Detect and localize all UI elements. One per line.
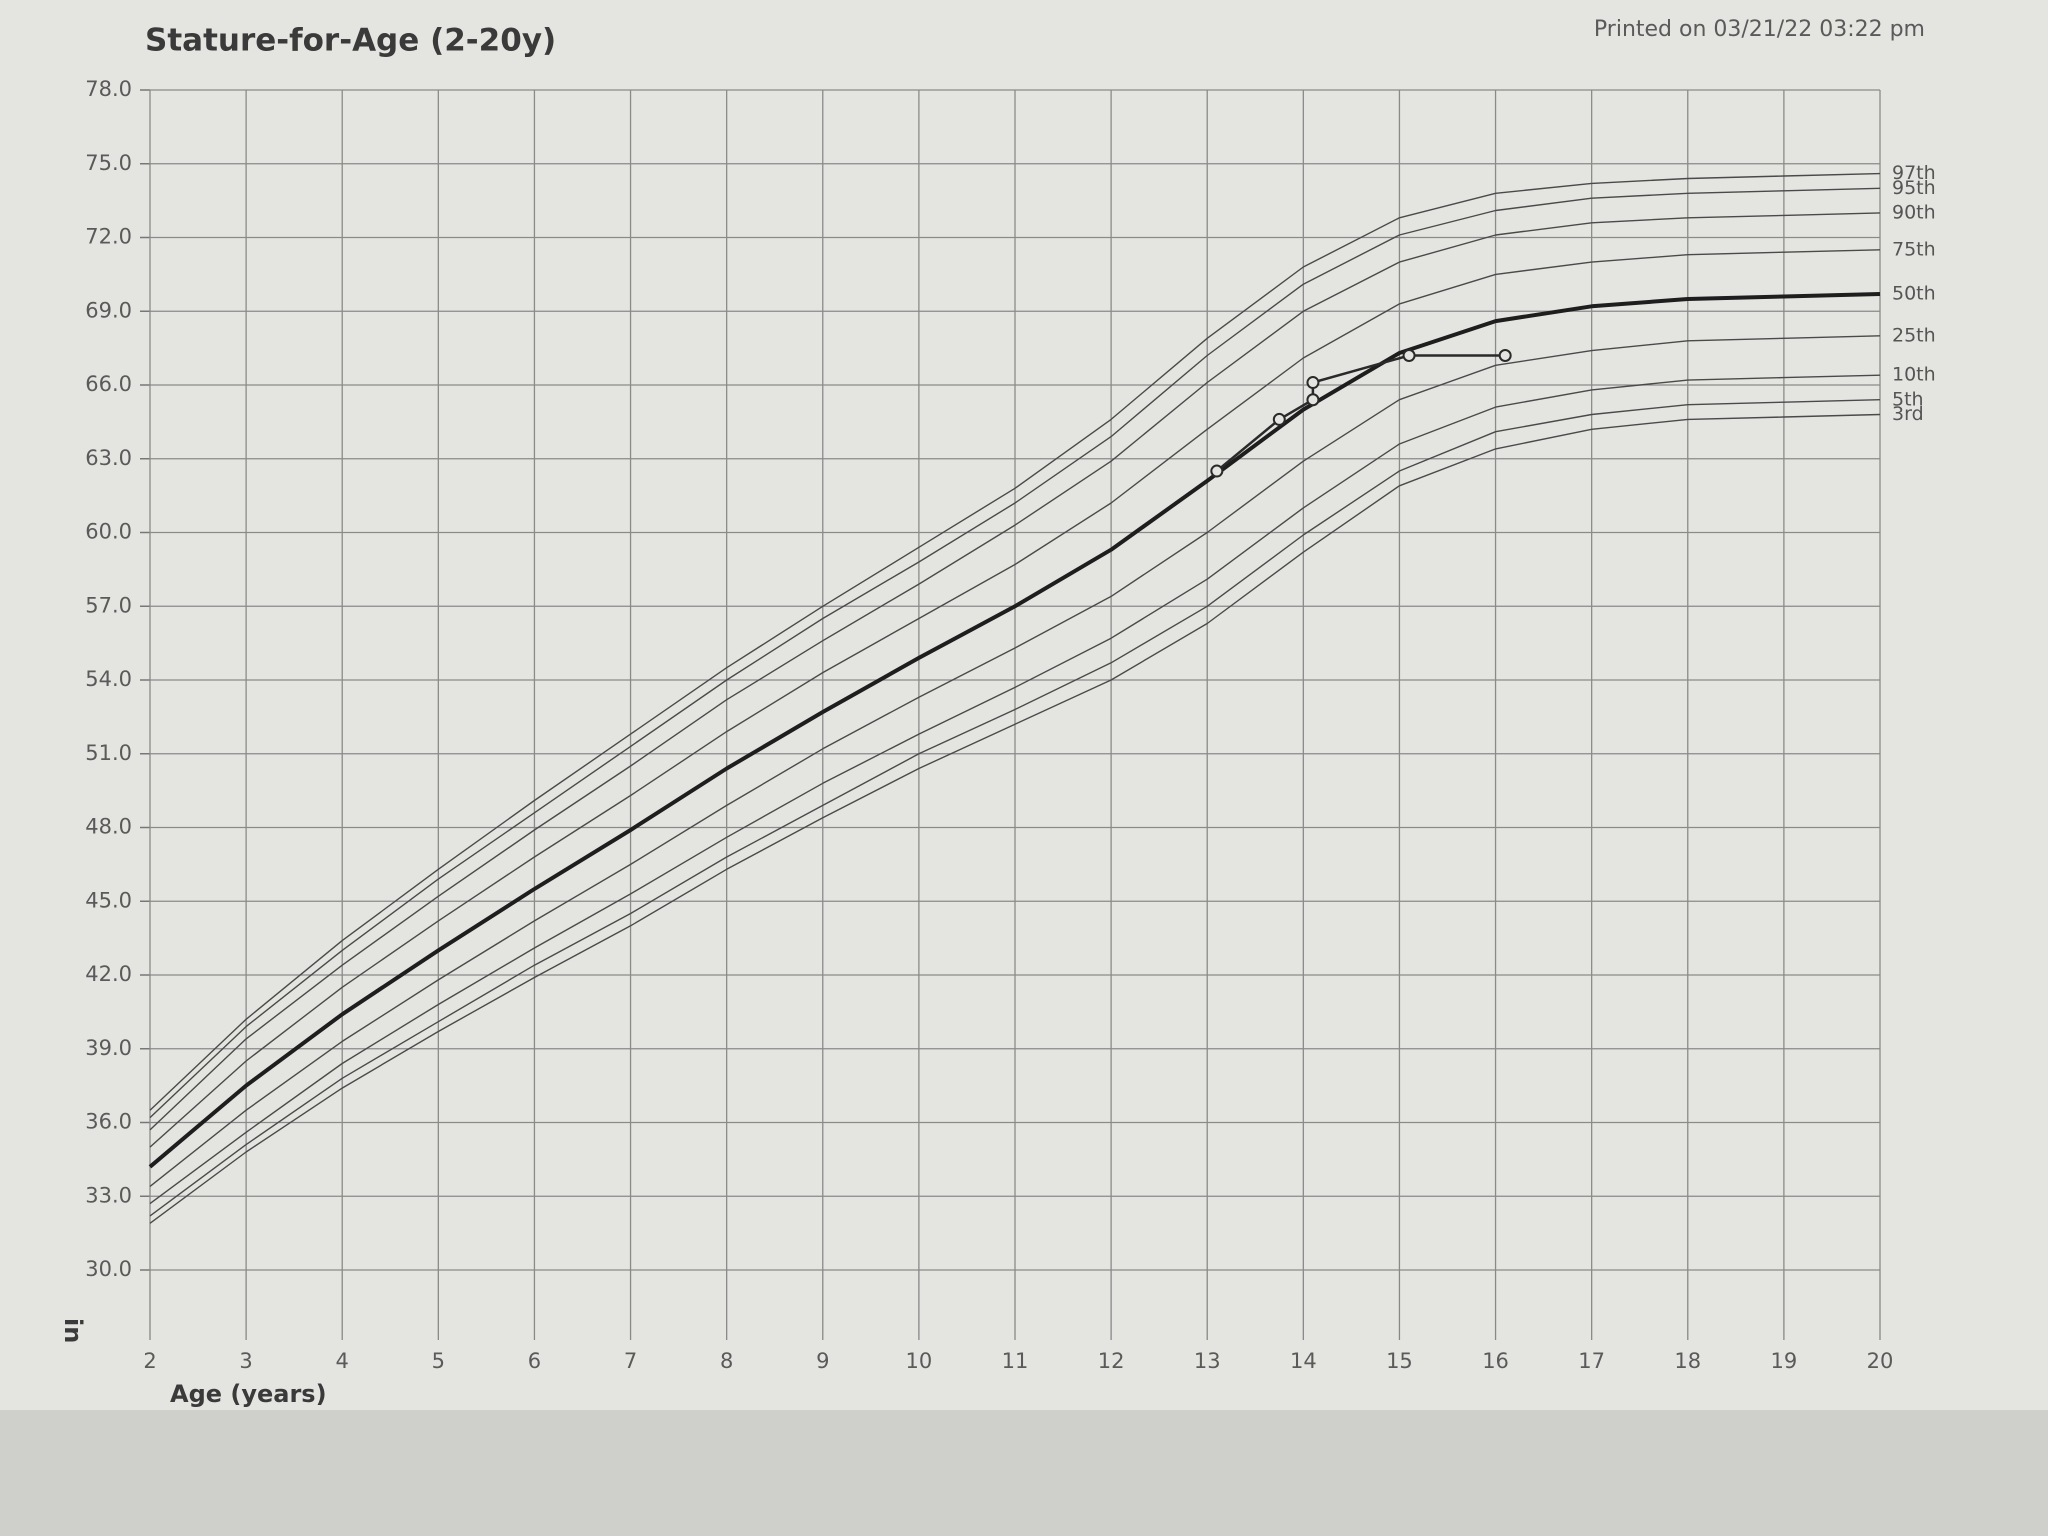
measurement-point [1210, 464, 1224, 478]
x-tick-label: 2 [143, 1349, 156, 1373]
x-tick-label: 12 [1098, 1349, 1125, 1373]
curve-label: 97th [1892, 162, 1936, 184]
curve-label: 95th [1892, 177, 1936, 199]
y-tick-label: 36.0 [85, 1110, 132, 1134]
x-tick-label: 15 [1386, 1349, 1413, 1373]
x-tick-label: 5 [432, 1349, 445, 1373]
x-tick-label: 7 [624, 1349, 637, 1373]
x-tick-label: 8 [720, 1349, 733, 1373]
x-tick-label: 19 [1771, 1349, 1798, 1373]
y-tick-label: 66.0 [85, 372, 132, 396]
percentile-curve [148, 292, 1881, 1169]
y-tick-label: 63.0 [85, 446, 132, 470]
measurement-line [1216, 354, 1506, 472]
curve-label: 10th [1892, 364, 1936, 386]
y-tick-label: 51.0 [85, 741, 132, 765]
y-tick-label: 45.0 [85, 888, 132, 912]
measurement-point [1272, 412, 1286, 426]
x-tick-label: 20 [1867, 1349, 1894, 1373]
x-tick-label: 14 [1290, 1349, 1317, 1373]
y-tick-label: 42.0 [85, 962, 132, 986]
y-tick-label: 75.0 [85, 151, 132, 175]
y-tick-label: 57.0 [85, 593, 132, 617]
x-tick-label: 4 [336, 1349, 349, 1373]
curve-label: 90th [1892, 201, 1936, 223]
x-tick-label: 18 [1674, 1349, 1701, 1373]
percentile-curve [149, 172, 1881, 1111]
measurement-point [1306, 393, 1320, 407]
y-tick-label: 30.0 [85, 1257, 132, 1281]
measurement-point [1306, 376, 1320, 390]
x-tick-label: 6 [528, 1349, 541, 1373]
percentile-curve [149, 413, 1881, 1224]
chart-title: Stature-for-Age (2-20y) [145, 23, 556, 59]
curve-label: 50th [1892, 283, 1936, 305]
y-tick-label: 39.0 [85, 1036, 132, 1060]
y-tick-label: 48.0 [85, 815, 132, 839]
x-tick-label: 16 [1482, 1349, 1509, 1373]
x-tick-label: 13 [1194, 1349, 1221, 1373]
x-axis-label: Age (years) [170, 1380, 327, 1408]
y-tick-label: 78.0 [85, 77, 132, 101]
measurement-point [1498, 349, 1512, 362]
curve-label: 3rd [1892, 403, 1924, 425]
paper-edge [0, 1410, 2048, 1536]
y-axis-label: in [59, 1318, 87, 1343]
y-tick-label: 69.0 [85, 298, 132, 322]
curve-label: 25th [1892, 324, 1936, 346]
x-tick-label: 9 [816, 1349, 829, 1373]
print-date: Printed on 03/21/22 03:22 pm [1594, 17, 1925, 42]
y-tick-label: 33.0 [85, 1183, 132, 1207]
y-tick-label: 54.0 [85, 667, 132, 691]
y-tick-label: 72.0 [85, 225, 132, 249]
curve-label: 5th [1892, 388, 1924, 410]
percentile-curve [149, 212, 1881, 1131]
y-tick-label: 60.0 [85, 520, 132, 544]
curve-label: 75th [1892, 238, 1936, 260]
percentile-curve [149, 335, 1881, 1187]
x-tick-label: 10 [906, 1349, 933, 1373]
percentile-curve [149, 374, 1881, 1205]
percentile-curve [149, 249, 1881, 1148]
percentile-curve [149, 399, 1881, 1217]
x-tick-label: 11 [1002, 1349, 1029, 1373]
percentile-curve [149, 187, 1881, 1119]
measurement-point [1402, 349, 1416, 362]
x-tick-label: 3 [239, 1349, 252, 1373]
x-tick-label: 17 [1578, 1349, 1605, 1373]
